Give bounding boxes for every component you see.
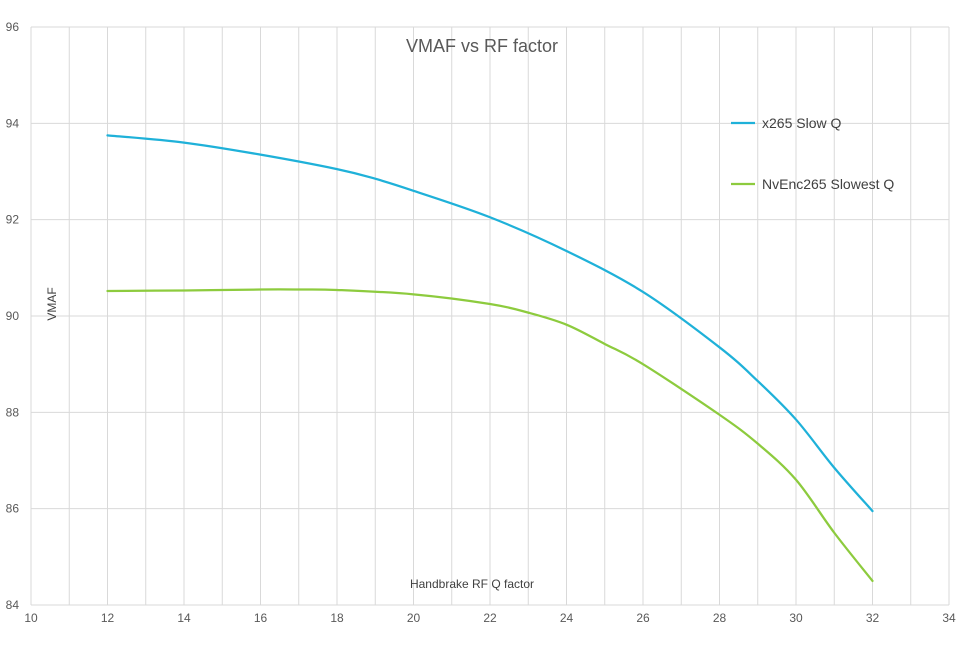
series-lines	[106, 134, 874, 583]
x-axis-title: Handbrake RF Q factor	[410, 577, 534, 591]
x-tick-label: 22	[483, 611, 497, 625]
legend-label: NvEnc265 Slowest Q	[762, 176, 894, 192]
x-tick-label: 16	[254, 611, 268, 625]
x-tick-label: 28	[713, 611, 727, 625]
x-tick-label: 24	[560, 611, 574, 625]
series-line-2	[106, 288, 874, 583]
y-tick-label: 90	[6, 309, 20, 323]
legend: x265 Slow Q NvEnc265 Slowest Q	[731, 115, 894, 192]
x-tick-label: 14	[177, 611, 191, 625]
y-tick-label: 92	[6, 213, 20, 227]
x-tick-label: 20	[407, 611, 421, 625]
gridlines	[30, 26, 950, 606]
y-tick-label: 96	[6, 20, 20, 34]
chart-title: VMAF vs RF factor	[406, 36, 558, 56]
y-tick-label: 86	[6, 502, 20, 516]
x-tick-label: 34	[942, 611, 956, 625]
x-tick-label: 12	[101, 611, 115, 625]
y-tick-label: 94	[6, 116, 20, 130]
x-tick-label: 10	[24, 611, 38, 625]
tick-labels: 10 12 14 16 18 20 22 24 26 28 30 32 34 84 86 88 90 92 94 96	[6, 20, 956, 625]
x-tick-label: 30	[789, 611, 803, 625]
y-axis-title: VMAF	[45, 287, 59, 320]
y-tick-label: 84	[6, 598, 20, 612]
x-tick-label: 18	[330, 611, 344, 625]
x-tick-label: 32	[866, 611, 880, 625]
legend-label: x265 Slow Q	[762, 115, 841, 131]
series-line-1	[106, 134, 874, 513]
x-tick-label: 26	[636, 611, 650, 625]
y-tick-label: 88	[6, 405, 20, 419]
